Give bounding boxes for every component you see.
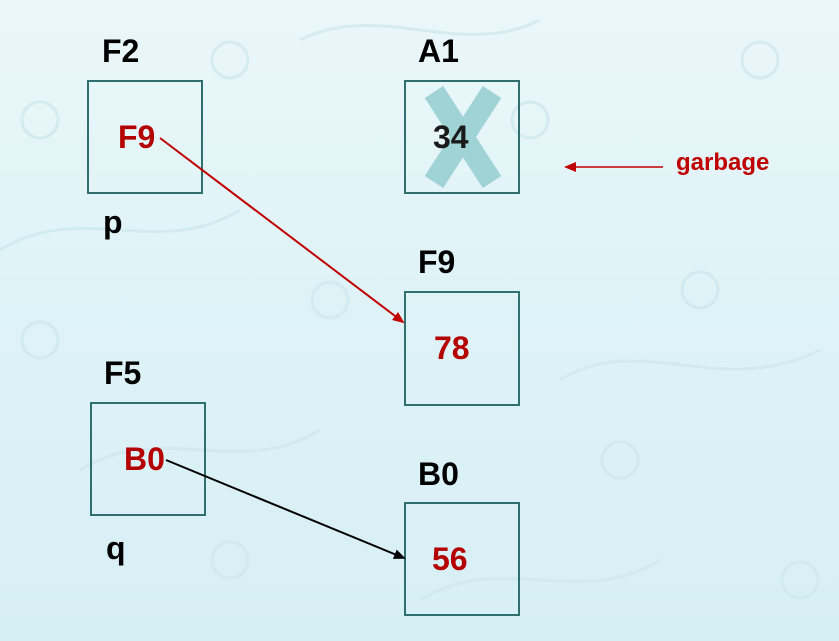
cell-address-f2: F2 (102, 33, 140, 69)
cell-value-f9: 78 (434, 330, 470, 366)
pointer-arrow-q (165, 459, 406, 559)
cell-value-a1: 34 (433, 119, 469, 155)
memory-cell-f5 (90, 402, 206, 516)
garbage-label: garbage (676, 149, 770, 176)
memory-cell-f2 (87, 80, 203, 194)
pointer-arrow-p (159, 137, 405, 324)
variable-label-p: p (103, 204, 123, 240)
cell-address-f9: F9 (418, 244, 456, 280)
cell-value-b0: 56 (432, 541, 468, 577)
memory-cell-a1 (404, 80, 520, 194)
memory-cell-f9 (404, 291, 520, 406)
cell-address-a1: A1 (418, 33, 459, 69)
variable-label-q: q (106, 530, 126, 566)
memory-cell-b0 (404, 502, 520, 616)
cell-address-f5: F5 (104, 355, 142, 391)
cell-value-f2: F9 (118, 119, 156, 155)
cell-value-f5: B0 (124, 441, 165, 477)
x-cross-icon (424, 86, 502, 188)
cell-address-b0: B0 (418, 456, 459, 492)
